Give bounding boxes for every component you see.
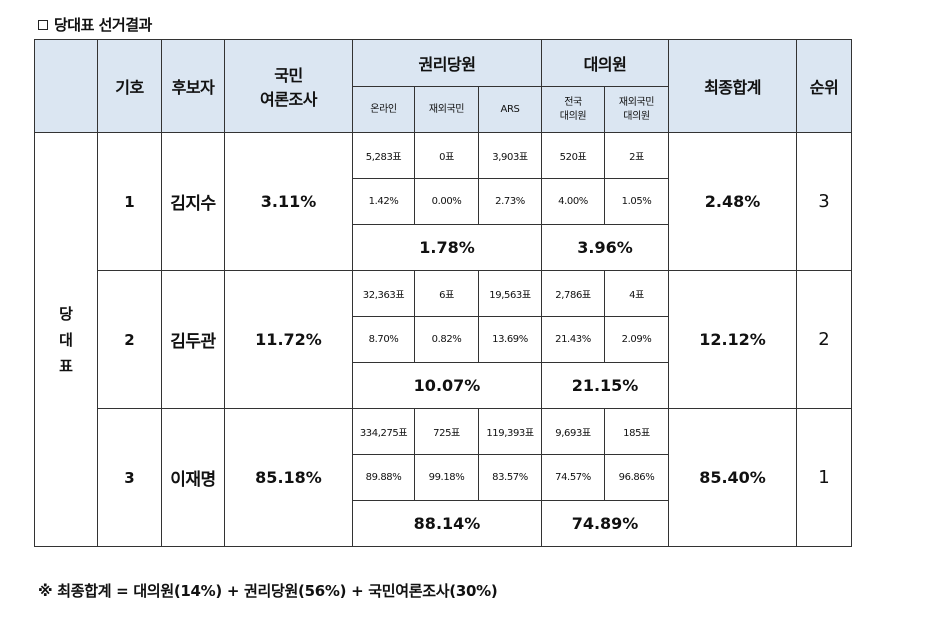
vote-rate: 74.57%	[541, 454, 605, 501]
election-results-table: 기호 후보자 국민 여론조사 권리당원 대의원 최종합계 순위 온라인 재외국민…	[34, 39, 853, 547]
group-label-char: 표	[59, 356, 73, 375]
vote-rate: 89.88%	[352, 454, 415, 501]
group-label-cell: 당 대 표	[34, 132, 98, 547]
table-row: 2 김두관 11.72% 32,363표 6표 19,563표 2,786표 4…	[35, 270, 853, 409]
vote-rate: 0.00%	[414, 178, 479, 225]
table-row: 10.07% 21.15%	[35, 362, 852, 409]
table-row: 당 대 표 1 김지수 3.11% 5,283표 0표 3,903표 520표 …	[34, 132, 853, 547]
vote-count: 2표	[603, 132, 670, 179]
vote-rate: 21.43%	[541, 316, 605, 363]
poll-percent: 11.72%	[224, 270, 353, 409]
poll-percent: 3.11%	[224, 132, 353, 271]
header-national-delegate-l2: 대의원	[559, 110, 587, 122]
delegates-subtotal: 21.15%	[540, 362, 670, 409]
table-row: 8.70% 0.82% 13.69% 21.43% 2.09%	[35, 316, 852, 363]
vote-rate: 1.42%	[352, 178, 415, 225]
header-delegates: 대의원	[540, 39, 670, 87]
vote-rate: 83.57%	[478, 454, 542, 501]
vote-count: 5,283표	[352, 132, 415, 179]
vote-count: 4표	[603, 270, 670, 317]
vote-rate: 4.00%	[541, 178, 605, 225]
header-poll: 국민 여론조사	[224, 39, 353, 133]
vote-count: 6표	[414, 270, 479, 317]
vote-count: 9,693표	[541, 408, 605, 455]
vote-rate: 96.86%	[603, 454, 670, 501]
final-total-percent: 2.48%	[668, 132, 798, 271]
candidate-number: 3	[97, 408, 162, 547]
rank-value: 2	[796, 270, 853, 409]
candidate-name: 김지수	[161, 132, 225, 271]
header-candidate: 후보자	[161, 39, 225, 133]
final-total-percent: 85.40%	[668, 408, 798, 547]
table-row: 3 이재명 85.18% 334,275표 725표 119,393표 9,69…	[35, 408, 853, 547]
footnote: ※ 최종합계 = 대의원(14%) + 권리당원(56%) + 국민여론조사(3…	[38, 582, 498, 600]
rank-value: 3	[796, 132, 853, 271]
candidate-name: 김두관	[161, 270, 225, 409]
header-overseas-delegate-l1: 재외국민	[618, 96, 655, 108]
party-members-subtotal: 1.78%	[352, 224, 542, 271]
party-members-subtotal: 88.14%	[352, 500, 542, 547]
header-number: 기호	[97, 39, 162, 133]
header-poll-line2: 여론조사	[260, 90, 317, 109]
section-title-text: 당대표 선거결과	[54, 16, 152, 34]
vote-rate: 8.70%	[352, 316, 415, 363]
vote-rate: 2.73%	[478, 178, 542, 225]
vote-count: 520표	[541, 132, 605, 179]
checkbox-bullet-icon	[38, 19, 48, 30]
vote-rate: 99.18%	[414, 454, 479, 501]
vote-rate: 2.09%	[603, 316, 670, 363]
vote-rate: 1.05%	[603, 178, 670, 225]
section-title: 당대표 선거결과	[38, 14, 152, 35]
delegates-subtotal: 74.89%	[540, 500, 670, 547]
vote-count: 2,786표	[541, 270, 605, 317]
vote-count: 32,363표	[352, 270, 415, 317]
group-label-char: 당	[59, 304, 73, 323]
poll-percent: 85.18%	[224, 408, 353, 547]
header-final-total: 최종합계	[668, 39, 798, 133]
party-members-subtotal: 10.07%	[352, 362, 542, 409]
header-online: 온라인	[352, 86, 415, 133]
header-overseas-delegate: 재외국민 대의원	[603, 86, 670, 133]
group-label-char: 대	[59, 330, 73, 349]
table-row: 1.42% 0.00% 2.73% 4.00% 1.05%	[35, 178, 852, 225]
candidate-number: 1	[97, 132, 162, 271]
table-body: 기호 후보자 국민 여론조사 권리당원 대의원 최종합계 순위 온라인 재외국민…	[34, 39, 853, 547]
vote-count: 19,563표	[478, 270, 542, 317]
header-group-cell	[34, 39, 98, 133]
header-national-delegate-l1: 전국	[564, 96, 582, 108]
header-row-2: 온라인 재외국민 ARS 전국 대의원 재외국민 대의원	[35, 86, 852, 133]
vote-rate: 13.69%	[478, 316, 542, 363]
vote-rate: 0.82%	[414, 316, 479, 363]
vote-count: 334,275표	[352, 408, 415, 455]
header-party-members: 권리당원	[352, 39, 542, 87]
delegates-subtotal: 3.96%	[540, 224, 670, 271]
candidate-number: 2	[97, 270, 162, 409]
header-ars: ARS	[478, 86, 542, 133]
vote-count: 0표	[414, 132, 479, 179]
vote-count: 119,393표	[478, 408, 542, 455]
table-row: 1.78% 3.96%	[35, 224, 852, 271]
candidate-name: 이재명	[161, 408, 225, 547]
vote-count: 185표	[603, 408, 670, 455]
header-national-delegate: 전국 대의원	[541, 86, 605, 133]
header-poll-line1: 국민	[274, 66, 303, 85]
header-overseas: 재외국민	[414, 86, 479, 133]
header-row-1: 기호 후보자 국민 여론조사 권리당원 대의원 최종합계 순위	[34, 39, 853, 133]
vote-count: 725표	[414, 408, 479, 455]
table-row: 89.88% 99.18% 83.57% 74.57% 96.86%	[35, 454, 852, 501]
final-total-percent: 12.12%	[668, 270, 798, 409]
table-row: 88.14% 74.89%	[35, 500, 852, 547]
rank-value: 1	[796, 408, 853, 547]
vote-count: 3,903표	[478, 132, 542, 179]
header-rank: 순위	[796, 39, 853, 133]
header-overseas-delegate-l2: 대의원	[623, 110, 650, 122]
